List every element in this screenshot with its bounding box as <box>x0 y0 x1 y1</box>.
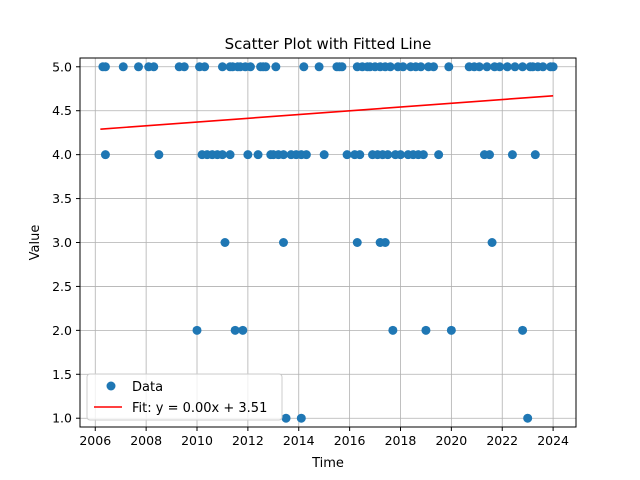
data-point <box>355 150 365 160</box>
data-point <box>502 62 512 72</box>
data-point <box>383 150 393 160</box>
data-point <box>418 150 428 160</box>
legend-marker-data <box>106 381 116 391</box>
data-point <box>429 62 439 72</box>
data-point <box>230 325 240 335</box>
y-tick-label: 3.5 <box>52 191 72 206</box>
x-axis-label: Time <box>311 456 344 471</box>
data-point <box>398 62 408 72</box>
fit-series <box>100 94 554 130</box>
data-point <box>548 62 558 72</box>
y-tick-label: 1.0 <box>52 411 72 426</box>
data-point <box>495 62 505 72</box>
data-point <box>134 62 144 72</box>
data-point <box>217 62 227 72</box>
data-point <box>510 62 520 72</box>
legend-box <box>86 373 283 421</box>
x-tick-label: 2024 <box>537 433 569 448</box>
data-point <box>192 325 202 335</box>
data-point <box>395 150 405 160</box>
data-point <box>220 238 230 247</box>
data-point <box>487 238 497 247</box>
data-point <box>217 150 227 160</box>
y-tick-label: 1.5 <box>52 367 72 382</box>
data-point <box>337 62 347 72</box>
y-tick-label: 5.0 <box>52 59 72 74</box>
data-point <box>238 325 248 335</box>
y-axis: 1.0 1.5 2.0 2.5 3.0 3.5 4.0 4.5 5.0 <box>52 59 80 426</box>
data-point <box>253 150 263 160</box>
data-point <box>100 150 110 160</box>
x-tick-label: 2018 <box>385 433 417 448</box>
data-point <box>179 62 189 72</box>
data-point <box>296 413 306 423</box>
y-tick-label: 2.5 <box>52 279 72 294</box>
data-point <box>507 150 517 160</box>
data-point <box>518 62 528 72</box>
data-point <box>352 238 362 247</box>
x-axis: 2006 2008 2010 2012 2014 2016 2018 2020 2022 2024 <box>79 427 569 448</box>
y-tick-label: 2.0 <box>52 323 72 338</box>
data-point <box>421 325 431 335</box>
data-point <box>474 62 484 72</box>
data-point <box>342 150 352 160</box>
data-point <box>538 62 548 72</box>
legend-label-data: Data <box>132 380 163 395</box>
x-tick-label: 2020 <box>435 433 467 448</box>
data-point <box>385 62 395 72</box>
data-point <box>388 325 398 335</box>
legend: Data Fit: y = 0.00x + 3.51 <box>86 373 283 421</box>
data-point <box>319 150 329 160</box>
x-tick-label: 2016 <box>334 433 366 448</box>
data-point <box>225 150 235 160</box>
x-tick-label: 2006 <box>79 433 111 448</box>
grid <box>80 58 576 427</box>
data-point <box>444 62 454 72</box>
data-point <box>261 62 271 72</box>
y-tick-label: 4.5 <box>52 103 72 118</box>
data-series <box>98 62 558 423</box>
data-point <box>245 62 255 72</box>
x-tick-label: 2014 <box>283 433 315 448</box>
data-point <box>154 150 164 160</box>
data-point <box>278 238 288 247</box>
y-tick-label: 4.0 <box>52 147 72 162</box>
data-point <box>243 150 253 160</box>
legend-label-fit: Fit: y = 0.00x + 3.51 <box>132 401 267 416</box>
data-point <box>118 62 128 72</box>
x-tick-label: 2010 <box>181 433 213 448</box>
data-point <box>485 150 495 160</box>
data-point <box>380 238 390 247</box>
data-point <box>299 62 309 72</box>
y-tick-label: 3.0 <box>52 235 72 250</box>
fit-line <box>100 94 554 130</box>
x-tick-label: 2008 <box>130 433 162 448</box>
data-point <box>200 62 210 72</box>
data-point <box>100 62 110 72</box>
chart-title: Scatter Plot with Fitted Line <box>225 35 432 53</box>
data-point <box>301 150 311 160</box>
data-point <box>434 150 444 160</box>
data-point <box>446 325 456 335</box>
data-point <box>518 325 528 335</box>
data-point <box>523 413 533 423</box>
x-tick-label: 2012 <box>232 433 264 448</box>
data-point <box>314 62 324 72</box>
data-point <box>530 150 540 160</box>
data-point <box>281 413 291 423</box>
data-point <box>271 62 281 72</box>
data-point <box>482 62 492 72</box>
data-point <box>149 62 159 72</box>
y-axis-label: Value <box>28 225 43 261</box>
data-point <box>278 150 288 160</box>
data-point <box>416 62 426 72</box>
x-tick-label: 2022 <box>486 433 518 448</box>
